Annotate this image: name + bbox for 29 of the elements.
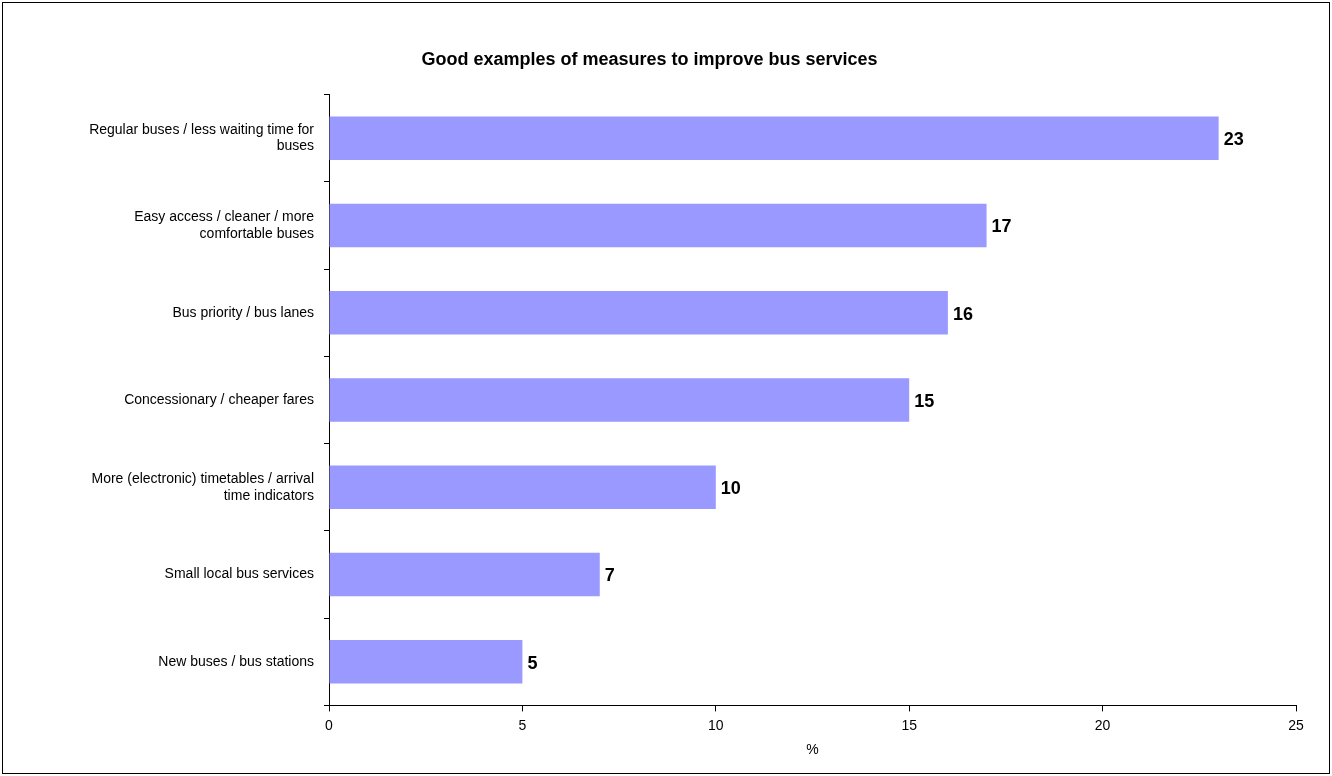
x-tick-label: 0 [325, 716, 334, 733]
y-tick-label: Bus priority / bus lanes [172, 303, 314, 320]
bar [329, 116, 1219, 161]
bar [329, 378, 910, 422]
bar [329, 552, 600, 597]
bar [329, 290, 948, 335]
data-label: 16 [952, 303, 973, 324]
y-tick-label: More (electronic) timetables / arrival time indicators [91, 469, 314, 503]
bar [329, 465, 716, 510]
x-tick-label: 25 [1288, 716, 1304, 733]
chart-title: Good examples of measures to improve bus services [421, 48, 878, 69]
data-label: 7 [604, 565, 615, 586]
bar [329, 639, 523, 684]
y-tick-label: Regular buses / less waiting time for buses [89, 120, 315, 154]
x-tick-label: 5 [518, 716, 527, 733]
data-label: 10 [720, 478, 741, 499]
bar [329, 203, 987, 248]
data-label: 23 [1223, 129, 1244, 150]
y-tick-label: New buses / bus stations [158, 652, 314, 669]
x-tick-label: 20 [1094, 716, 1111, 733]
y-tick-label: Easy access / cleaner / more comfortable buses [134, 207, 315, 241]
y-tick-label: Small local bus services [164, 565, 314, 582]
x-tick-label: 15 [901, 716, 918, 733]
data-label: 17 [991, 216, 1012, 237]
data-label: 5 [527, 652, 538, 673]
y-tick-label: Concessionary / cheaper fares [124, 390, 314, 407]
data-label: 15 [914, 390, 935, 411]
x-axis-title: % [806, 741, 819, 758]
x-tick-label: 10 [708, 716, 724, 733]
